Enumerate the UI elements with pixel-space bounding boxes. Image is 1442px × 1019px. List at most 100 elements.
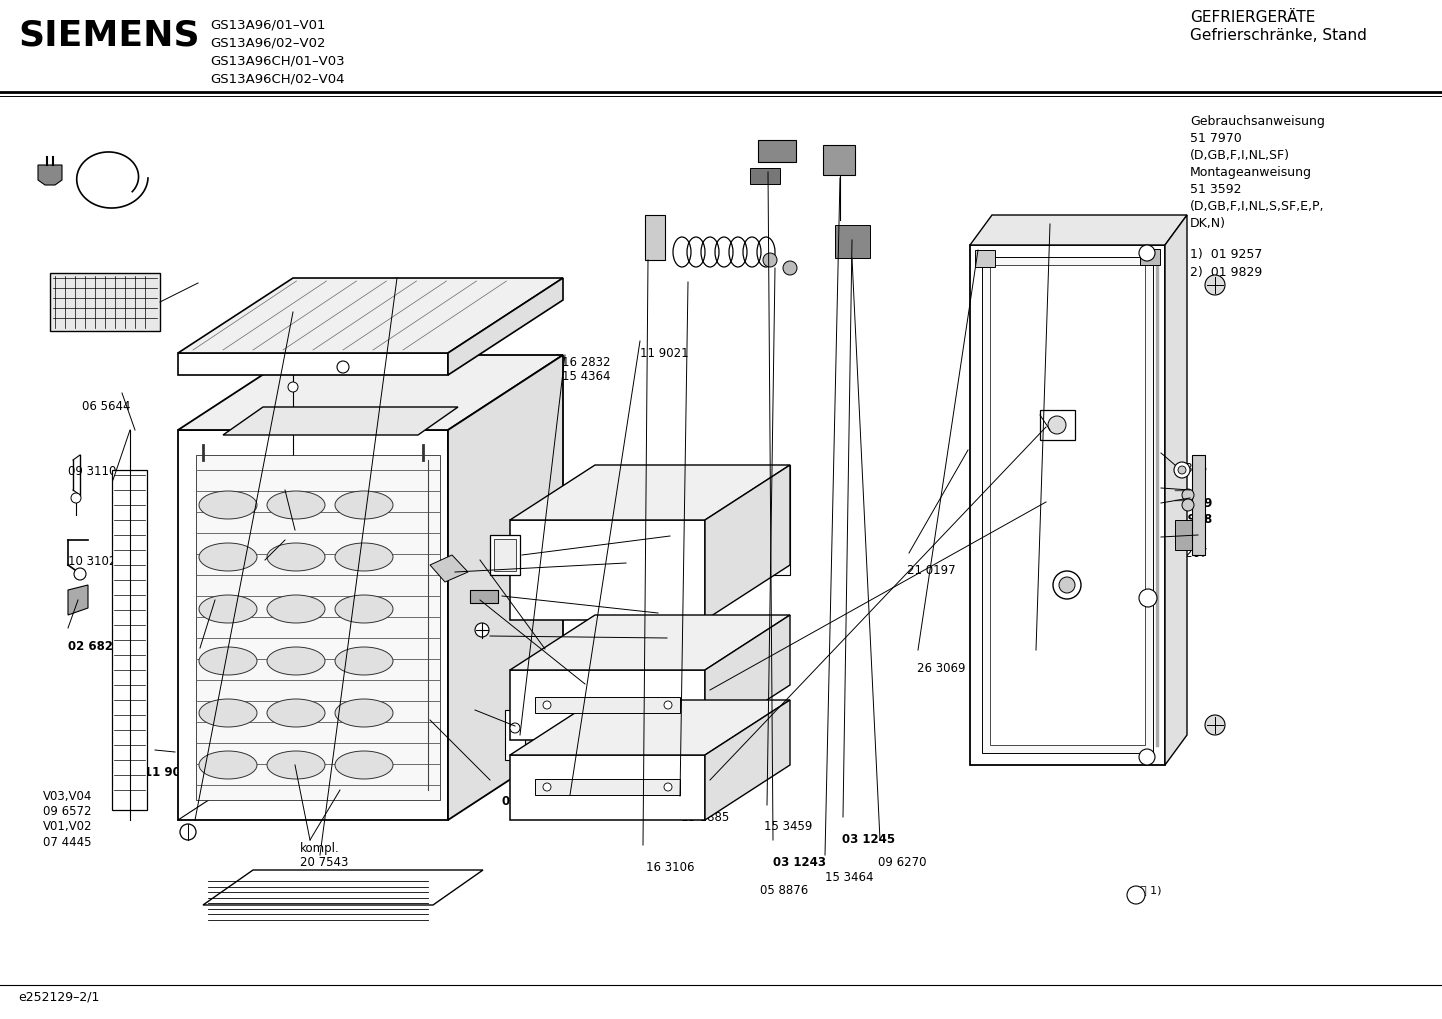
Text: GEFRIERGERÄTE: GEFRIERGERÄTE: [1190, 10, 1315, 25]
Circle shape: [1128, 886, 1145, 904]
Ellipse shape: [199, 751, 257, 779]
Text: (D,GB,F,I,NL,SF): (D,GB,F,I,NL,SF): [1190, 149, 1291, 162]
Text: 05 6874: 05 6874: [1038, 423, 1087, 436]
Circle shape: [1182, 489, 1194, 501]
Text: Ⓢ: Ⓢ: [1131, 889, 1138, 899]
Polygon shape: [68, 585, 88, 615]
Polygon shape: [750, 168, 780, 184]
Text: 15 4364: 15 4364: [562, 370, 611, 383]
Text: 16 2832: 16 2832: [562, 356, 611, 369]
Circle shape: [71, 493, 81, 503]
Text: GS13A96/01–V01: GS13A96/01–V01: [211, 18, 326, 31]
Text: 02 9969: 02 9969: [1159, 497, 1213, 511]
Circle shape: [1139, 589, 1156, 607]
Text: 15 1885: 15 1885: [681, 811, 728, 824]
Polygon shape: [975, 250, 995, 267]
Ellipse shape: [267, 699, 324, 727]
Polygon shape: [112, 470, 147, 810]
Polygon shape: [224, 407, 459, 435]
Circle shape: [783, 261, 797, 275]
Ellipse shape: [199, 595, 257, 623]
Text: 20 7543: 20 7543: [300, 856, 349, 869]
Text: 26 3069: 26 3069: [917, 662, 966, 676]
Text: 06 5644: 06 5644: [82, 400, 131, 414]
Ellipse shape: [335, 543, 394, 571]
Text: 27 1931: 27 1931: [545, 661, 594, 675]
Text: 02 1895: 02 1895: [1159, 462, 1208, 475]
Polygon shape: [470, 590, 497, 603]
Text: 10 3102: 10 3102: [68, 555, 117, 569]
Text: Montageanweisung: Montageanweisung: [1190, 166, 1312, 179]
Circle shape: [1174, 462, 1190, 478]
Text: 15 4367: 15 4367: [663, 650, 712, 663]
Text: 21 0197: 21 0197: [907, 564, 956, 577]
Circle shape: [474, 623, 489, 637]
Polygon shape: [510, 520, 705, 620]
Polygon shape: [758, 140, 796, 162]
Polygon shape: [970, 215, 1187, 245]
Text: 23 3072: 23 3072: [284, 499, 333, 513]
Polygon shape: [448, 278, 562, 375]
Text: 09 6270: 09 6270: [878, 856, 927, 869]
Ellipse shape: [267, 751, 324, 779]
Text: 1)  01 9257: 1) 01 9257: [1190, 248, 1262, 261]
Circle shape: [663, 783, 672, 791]
Circle shape: [1139, 749, 1155, 765]
Text: 05 6866: 05 6866: [705, 546, 754, 559]
Polygon shape: [510, 700, 790, 755]
Ellipse shape: [267, 491, 324, 519]
Polygon shape: [1175, 520, 1195, 550]
Polygon shape: [177, 353, 448, 375]
Circle shape: [1206, 715, 1226, 735]
Text: 2)  01 9829: 2) 01 9829: [1190, 266, 1262, 279]
Polygon shape: [177, 430, 448, 820]
Text: 03 1246: 03 1246: [523, 740, 577, 753]
Circle shape: [510, 723, 521, 733]
Ellipse shape: [335, 647, 394, 675]
Text: Ⓢ 1): Ⓢ 1): [1141, 884, 1161, 895]
Polygon shape: [510, 615, 790, 671]
Text: 09 3110: 09 3110: [68, 465, 117, 478]
Ellipse shape: [267, 595, 324, 623]
Polygon shape: [705, 465, 790, 620]
Circle shape: [544, 701, 551, 709]
Text: GS13A96CH/01–V03: GS13A96CH/01–V03: [211, 54, 345, 67]
Ellipse shape: [335, 595, 394, 623]
Text: 05 8876: 05 8876: [760, 884, 808, 898]
Text: Ⓢ 1): Ⓢ 1): [1155, 590, 1177, 600]
Circle shape: [1048, 416, 1066, 434]
Text: 03 1239: 03 1239: [288, 550, 342, 564]
Circle shape: [763, 253, 777, 267]
Text: 27 1334: 27 1334: [626, 574, 679, 587]
Circle shape: [1206, 275, 1226, 294]
Text: 11 9019: 11 9019: [144, 766, 198, 780]
Ellipse shape: [335, 699, 394, 727]
Polygon shape: [705, 700, 790, 820]
Polygon shape: [835, 225, 870, 258]
Text: 2): 2): [587, 726, 598, 739]
Text: GS13A96CH/02–V04: GS13A96CH/02–V04: [211, 72, 345, 85]
Circle shape: [544, 783, 551, 791]
Text: DK,N): DK,N): [1190, 217, 1226, 230]
Text: 27 1337: 27 1337: [1041, 512, 1090, 525]
Polygon shape: [535, 697, 681, 713]
Polygon shape: [37, 165, 62, 185]
Circle shape: [663, 701, 672, 709]
Polygon shape: [1040, 410, 1074, 440]
Text: 23 2845: 23 2845: [198, 660, 247, 674]
Circle shape: [74, 568, 87, 580]
Polygon shape: [535, 779, 681, 795]
Text: 08 7267: 08 7267: [1159, 547, 1208, 560]
Text: kompl.: kompl.: [300, 842, 340, 855]
Polygon shape: [705, 615, 790, 740]
Polygon shape: [823, 145, 855, 175]
Circle shape: [180, 824, 196, 840]
Text: 03 1240: 03 1240: [658, 625, 711, 638]
Text: 27 3711: 27 3711: [588, 697, 637, 710]
Polygon shape: [490, 535, 521, 575]
Circle shape: [1178, 466, 1185, 474]
Polygon shape: [510, 755, 705, 820]
Text: 03 1245: 03 1245: [842, 833, 895, 846]
Polygon shape: [448, 355, 562, 820]
Text: 07 4445: 07 4445: [43, 836, 92, 849]
